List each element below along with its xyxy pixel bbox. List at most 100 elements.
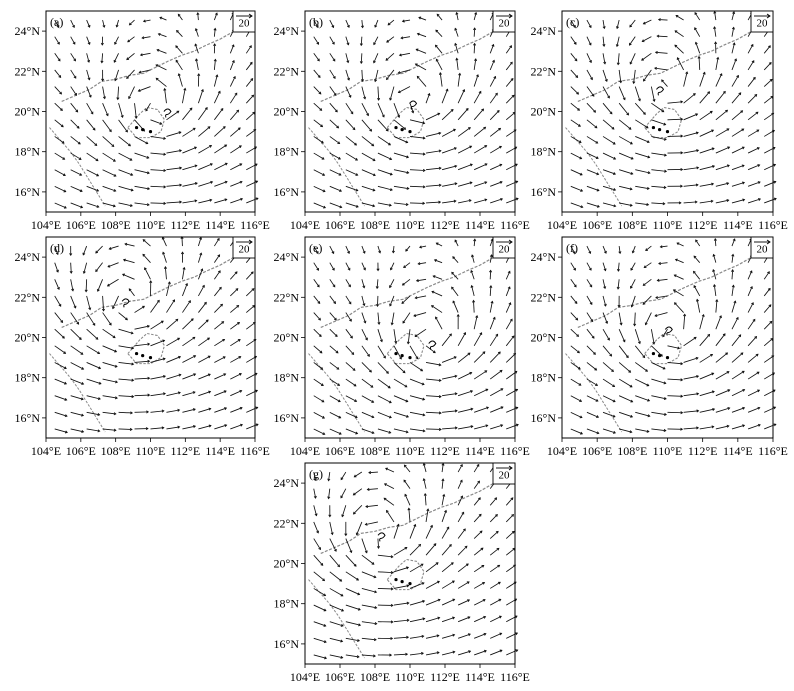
- wind-vector: [340, 471, 347, 480]
- wind-vector: [747, 129, 759, 137]
- wind-vector-head: [577, 366, 581, 370]
- wind-vector: [393, 185, 409, 190]
- wind-vector-head: [485, 388, 489, 392]
- wind-vector-head: [734, 58, 738, 62]
- wind-vector-head: [694, 27, 697, 31]
- wind-vector: [489, 317, 496, 330]
- wind-vector: [570, 378, 582, 386]
- wind-vector-head: [414, 63, 418, 67]
- wind-vector-head: [337, 383, 341, 386]
- wind-vector: [403, 262, 411, 268]
- wind-vector-head: [712, 164, 716, 168]
- wind-vector: [651, 152, 667, 156]
- wind-vector-head: [332, 58, 336, 62]
- wind-vector: [634, 86, 641, 101]
- wind-vector-head: [73, 75, 77, 79]
- wind-vector: [489, 254, 493, 263]
- wind-vector: [674, 302, 684, 313]
- wind-vector-head: [473, 42, 477, 46]
- wind-vector: [409, 635, 424, 639]
- wind-vector-head: [239, 406, 243, 410]
- wind-vector-head: [102, 24, 106, 28]
- wind-vector-head: [674, 30, 678, 34]
- wind-vector-head: [95, 337, 99, 340]
- wind-vector-head: [362, 285, 366, 289]
- wind-vector: [345, 538, 352, 553]
- wind-vector-head: [613, 204, 617, 208]
- wind-vector-head: [641, 58, 644, 61]
- wind-vector-head: [434, 316, 438, 320]
- wind-vector-head: [356, 577, 360, 581]
- reference-vector-label: 20: [757, 18, 769, 30]
- wind-vector: [505, 497, 514, 506]
- x-tick-label: 106°E: [325, 670, 355, 684]
- wind-vector-head: [438, 72, 442, 75]
- wind-vector: [683, 167, 699, 171]
- wind-vector: [393, 362, 406, 374]
- wind-vector-head: [237, 339, 241, 342]
- wind-vector-head: [355, 173, 359, 176]
- wind-vector: [602, 36, 605, 47]
- wind-vector-head: [331, 251, 335, 255]
- wind-vector-head: [317, 75, 321, 79]
- wind-vector-head: [464, 545, 468, 549]
- wind-vector-head: [147, 187, 151, 191]
- wind-vector: [122, 273, 135, 280]
- wind-vector: [329, 185, 342, 192]
- wind-vector-head: [192, 336, 196, 340]
- wind-vector-head: [731, 253, 735, 257]
- wind-vector: [618, 69, 622, 83]
- wind-vector: [214, 198, 227, 204]
- wind-vector-head: [423, 493, 427, 496]
- wind-vector-head: [595, 383, 599, 386]
- wind-vector-head: [646, 186, 650, 190]
- wind-vector-head: [726, 182, 730, 186]
- wind-vector: [586, 169, 599, 175]
- wind-vector-head: [106, 283, 110, 287]
- wind-vector: [586, 136, 598, 144]
- wind-vector-head: [131, 378, 135, 382]
- wind-vector: [474, 424, 488, 430]
- wind-vector-head: [199, 252, 203, 256]
- wind-vector-head: [438, 378, 442, 382]
- wind-vector-head: [401, 19, 405, 23]
- station-marker: [394, 351, 398, 356]
- wind-vector-head: [113, 173, 117, 177]
- wind-vector-head: [454, 426, 458, 430]
- wind-vector-head: [405, 140, 409, 144]
- wind-vector-head: [177, 13, 181, 17]
- wind-vector: [473, 315, 478, 330]
- wind-vector: [54, 119, 64, 128]
- wind-vector-head: [364, 522, 368, 526]
- wind-vector: [764, 406, 776, 413]
- wind-vector: [345, 295, 352, 305]
- wind-vector: [763, 112, 774, 121]
- wind-vector-head: [193, 425, 197, 429]
- wind-vector: [102, 328, 116, 339]
- wind-vector-head: [420, 368, 424, 372]
- wind-vector-head: [695, 113, 699, 117]
- wind-vector: [182, 355, 196, 363]
- wind-vector: [361, 20, 364, 28]
- wind-vector: [102, 103, 109, 116]
- wind-vector: [86, 395, 101, 400]
- wind-vector-head: [589, 60, 592, 64]
- wind-vector-head: [254, 372, 258, 376]
- wind-vector: [102, 136, 115, 147]
- wind-vector-head: [514, 370, 518, 374]
- x-tick-label: 112°E: [170, 218, 200, 232]
- wind-vector-head: [376, 546, 380, 549]
- wind-vector-head: [499, 632, 503, 636]
- wind-vector: [86, 53, 90, 63]
- wind-vector-head: [647, 155, 651, 159]
- wind-vector-head: [390, 555, 394, 559]
- wind-vector-head: [199, 236, 203, 240]
- wind-vector: [166, 426, 180, 430]
- wind-vector-head: [437, 112, 441, 116]
- wind-vector: [435, 44, 443, 54]
- wind-vector-head: [771, 112, 775, 116]
- wind-vector-head: [413, 314, 417, 317]
- wind-vector: [118, 328, 134, 334]
- wind-vector: [101, 53, 104, 63]
- wind-vector: [441, 333, 452, 347]
